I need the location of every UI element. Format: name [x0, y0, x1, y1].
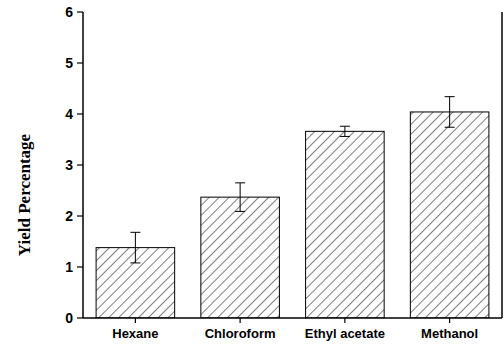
error-cap: [340, 136, 350, 137]
frame-right: [501, 12, 503, 318]
error-cap: [130, 232, 140, 233]
y-tick: [77, 215, 83, 216]
error-cap: [235, 182, 245, 183]
error-cap: [340, 126, 350, 127]
error-cap: [445, 127, 455, 128]
y-tick: [77, 113, 83, 114]
y-tick: [77, 11, 83, 12]
bar: [410, 112, 489, 318]
bar: [306, 131, 385, 318]
chart: 0 1 2 3 4 5 6 Hexane Chloroform Ethyl acetate Meth…: [0, 0, 504, 347]
error-cap: [235, 211, 245, 212]
error-bar: [445, 97, 455, 128]
x-axis: [83, 317, 502, 319]
y-tick-label: 4: [65, 106, 73, 122]
error-stem: [344, 126, 345, 136]
x-tick: [240, 318, 241, 323]
y-tick: [77, 164, 83, 165]
error-cap: [445, 96, 455, 97]
x-tick-label: Methanol: [421, 326, 478, 341]
x-tick-label: Ethyl acetate: [305, 326, 385, 341]
y-tick: [77, 62, 83, 63]
error-stem: [449, 97, 450, 128]
bar: [201, 197, 280, 318]
error-stem: [240, 183, 241, 212]
x-tick: [449, 318, 450, 323]
y-tick-label: 1: [65, 259, 73, 275]
y-tick: [77, 317, 83, 318]
error-bar: [235, 183, 245, 212]
y-tick: [77, 266, 83, 267]
y-tick-label: 6: [65, 4, 73, 20]
error-bar: [130, 232, 140, 263]
y-tick-label: 2: [65, 208, 73, 224]
y-tick-label: 3: [65, 157, 73, 173]
error-cap: [130, 262, 140, 263]
x-tick: [344, 318, 345, 323]
y-axis-label: Yield Percentage: [15, 133, 34, 256]
x-tick-label: Hexane: [112, 326, 158, 341]
y-tick-label: 0: [65, 310, 73, 326]
bars: [96, 97, 489, 318]
x-tick-label: Chloroform: [205, 326, 276, 341]
y-tick-label: 5: [65, 55, 73, 71]
x-tick: [135, 318, 136, 323]
error-stem: [135, 232, 136, 263]
error-bar: [340, 126, 350, 136]
